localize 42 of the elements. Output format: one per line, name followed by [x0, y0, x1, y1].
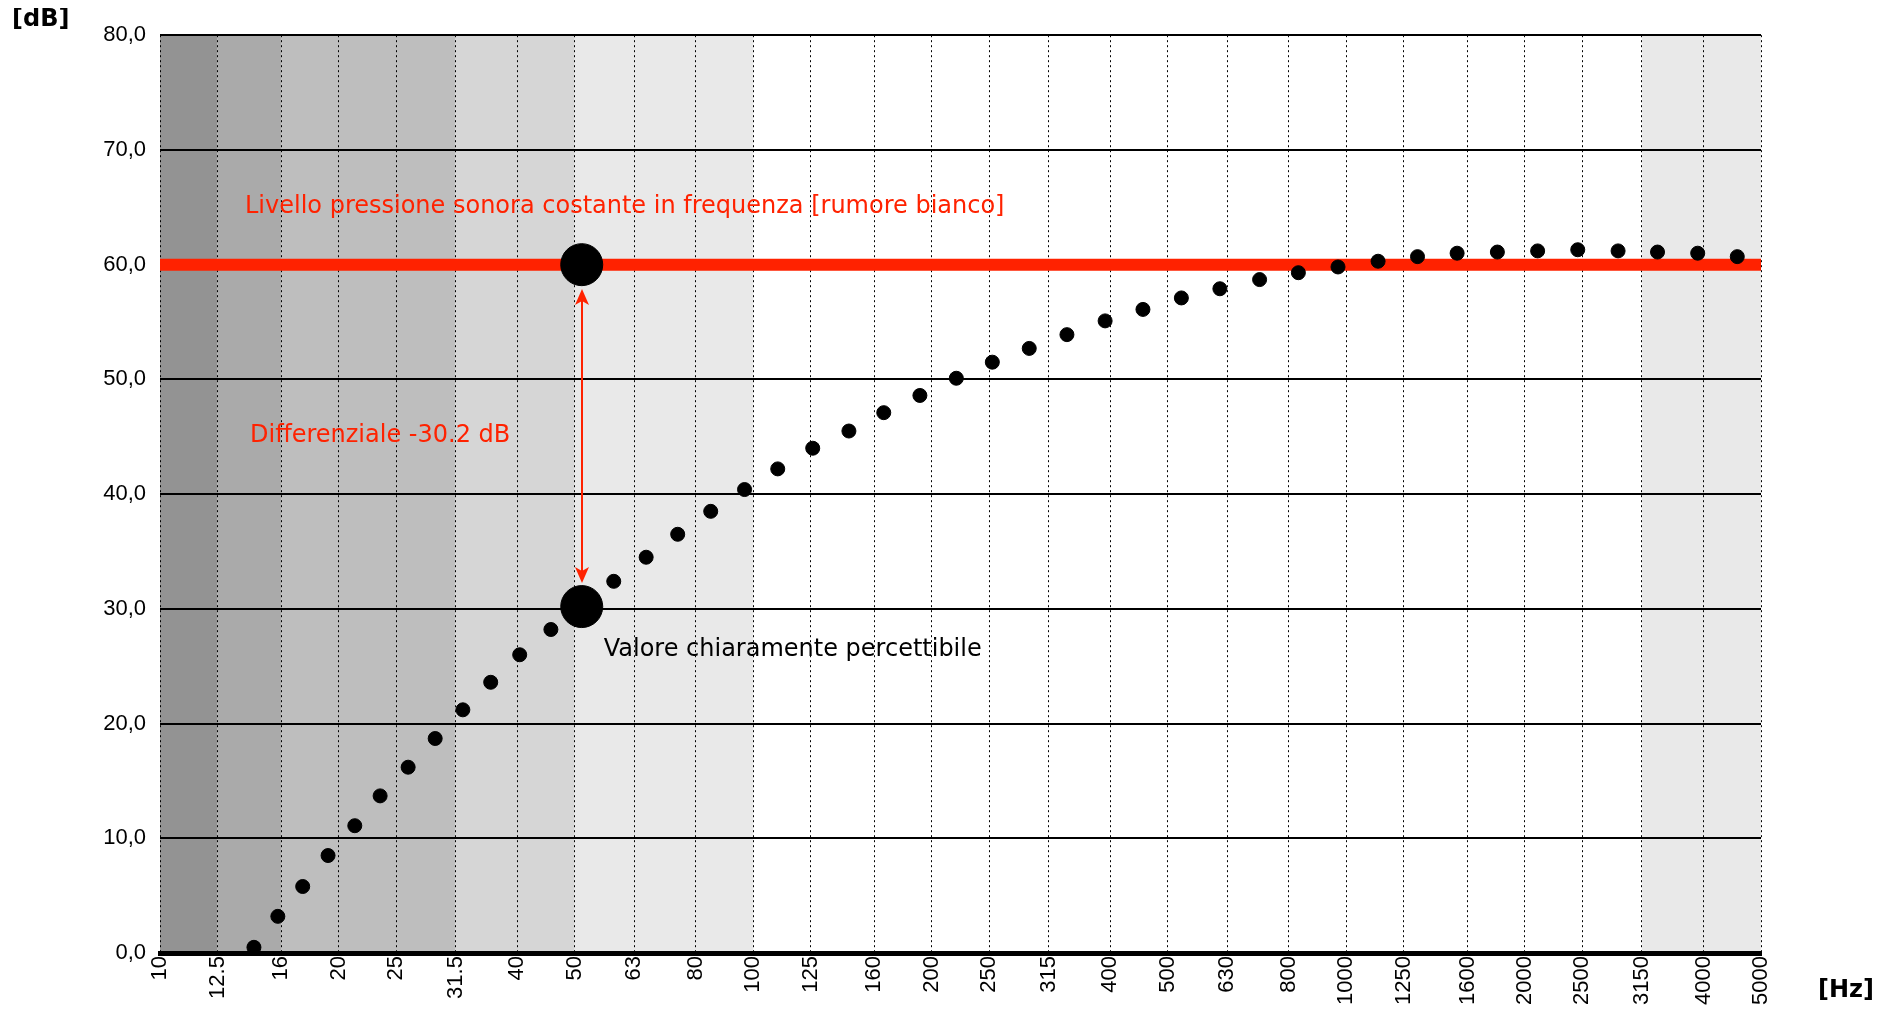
y-tick-label: 60,0 — [103, 250, 146, 276]
x-tick-label: 630 — [1213, 956, 1239, 993]
x-tick-label: 3150 — [1628, 956, 1654, 1006]
x-tick-label: 160 — [860, 956, 886, 993]
y-tick-label: 20,0 — [103, 709, 146, 735]
y-tick-label: 0,0 — [115, 939, 146, 965]
x-tick-label: 315 — [1034, 956, 1060, 993]
y-tick-label: 50,0 — [103, 365, 146, 391]
x-tick-label: 50 — [560, 956, 586, 981]
y-tick-label: 70,0 — [103, 135, 146, 161]
x-tick-label: 500 — [1153, 956, 1179, 993]
x-tick-label: 200 — [917, 956, 943, 993]
ref-line-label: Livello pressione sonora costante in frequenza [rumore bianco] — [245, 190, 1005, 219]
y-tick-label: 80,0 — [103, 21, 146, 47]
x-tick-label: 2500 — [1568, 956, 1594, 1006]
x-tick-label: 400 — [1096, 956, 1122, 993]
y-axis-title: [dB] — [12, 4, 70, 33]
x-tick-label: 40 — [503, 956, 529, 981]
annotation: Differenziale -30.2 dB — [250, 419, 511, 448]
x-tick-label: 31.5 — [441, 956, 467, 999]
x-tick-label: 16 — [267, 956, 293, 981]
x-tick-label: 10 — [146, 956, 172, 981]
x-tick-label: 2000 — [1511, 956, 1537, 1006]
x-tick-label: 20 — [324, 956, 350, 981]
x-tick-label: 250 — [975, 956, 1001, 993]
x-tick-label: 125 — [796, 956, 822, 993]
y-tick-label: 40,0 — [103, 480, 146, 506]
x-axis-title: [Hz] — [1818, 975, 1874, 1004]
x-tick-label: 80 — [681, 956, 707, 981]
y-tick-label: 30,0 — [103, 594, 146, 620]
x-tick-label: 1000 — [1332, 956, 1358, 1006]
x-tick-label: 25 — [382, 956, 408, 981]
x-tick-label: 1250 — [1389, 956, 1415, 1006]
y-tick-label: 10,0 — [103, 824, 146, 850]
x-tick-label: 1600 — [1453, 956, 1479, 1006]
annotation: Valore chiaramente percettibile — [603, 633, 982, 662]
x-tick-label: 63 — [620, 956, 646, 981]
x-tick-label: 100 — [739, 956, 765, 993]
x-tick-label: 4000 — [1689, 956, 1715, 1006]
x-tick-label: 5000 — [1747, 956, 1773, 1006]
x-tick-label: 800 — [1274, 956, 1300, 993]
x-tick-label: 12.5 — [203, 956, 229, 999]
